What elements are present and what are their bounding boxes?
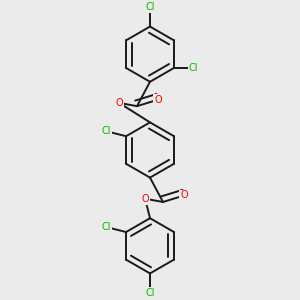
Text: Cl: Cl — [145, 2, 155, 12]
Text: O: O — [154, 94, 162, 105]
Text: Cl: Cl — [189, 63, 198, 73]
Text: O: O — [115, 98, 123, 108]
Text: O: O — [180, 190, 188, 200]
Text: Cl: Cl — [102, 222, 111, 232]
Text: O: O — [141, 194, 149, 204]
Text: Cl: Cl — [102, 126, 111, 136]
Text: Cl: Cl — [145, 288, 155, 298]
